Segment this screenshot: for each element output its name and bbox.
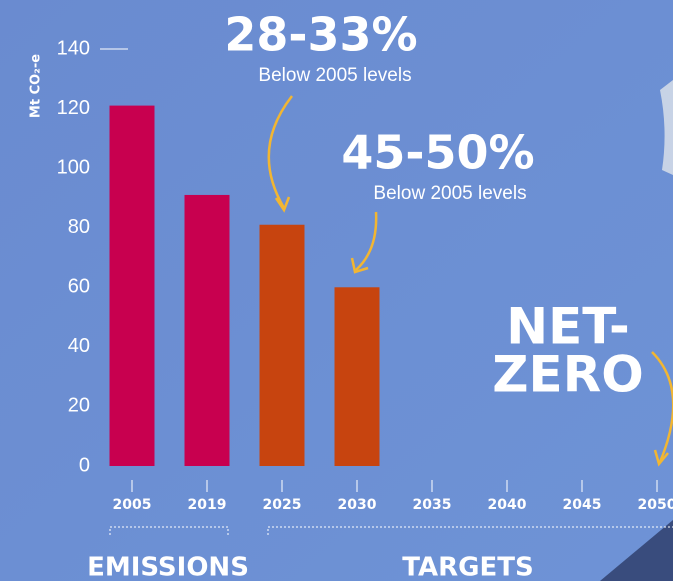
annotation: Below 2005 levels — [373, 183, 526, 204]
x-tick-label: 2025 — [263, 497, 302, 513]
y-axis-label: Mt CO₂-e — [29, 54, 44, 118]
y-tick-label: 0 — [79, 454, 90, 476]
bar — [185, 195, 230, 466]
x-tick-label: 2045 — [563, 497, 602, 513]
annotation: 45-50% — [341, 126, 534, 180]
bar — [110, 106, 155, 466]
y-tick-label: 20 — [68, 395, 90, 417]
chart: Mt CO₂-e 0204060801001201402005201920252… — [0, 0, 673, 581]
y-tick-label: 40 — [68, 335, 90, 357]
bar — [335, 287, 380, 466]
y-tick-label: 100 — [57, 156, 90, 178]
y-tick-label: 140 — [57, 37, 90, 59]
x-tick-label: 2040 — [488, 497, 527, 513]
annotation: 28-33% — [224, 8, 417, 62]
x-tick-label: 2030 — [338, 497, 377, 513]
group-label: TARGETS — [402, 553, 533, 581]
x-tick-label: 2005 — [113, 497, 152, 513]
x-tick-label: 2019 — [188, 497, 227, 513]
y-tick-label: 80 — [68, 216, 90, 238]
x-tick-label: 2035 — [413, 497, 452, 513]
annotation: ZERO — [492, 346, 643, 404]
annotation: Below 2005 levels — [258, 65, 411, 86]
x-tick-label: 2050 — [638, 497, 673, 513]
group-label: EMISSIONS — [87, 553, 249, 581]
y-tick-label: 120 — [57, 97, 90, 119]
bar — [260, 225, 305, 466]
y-tick-label: 60 — [68, 276, 90, 298]
